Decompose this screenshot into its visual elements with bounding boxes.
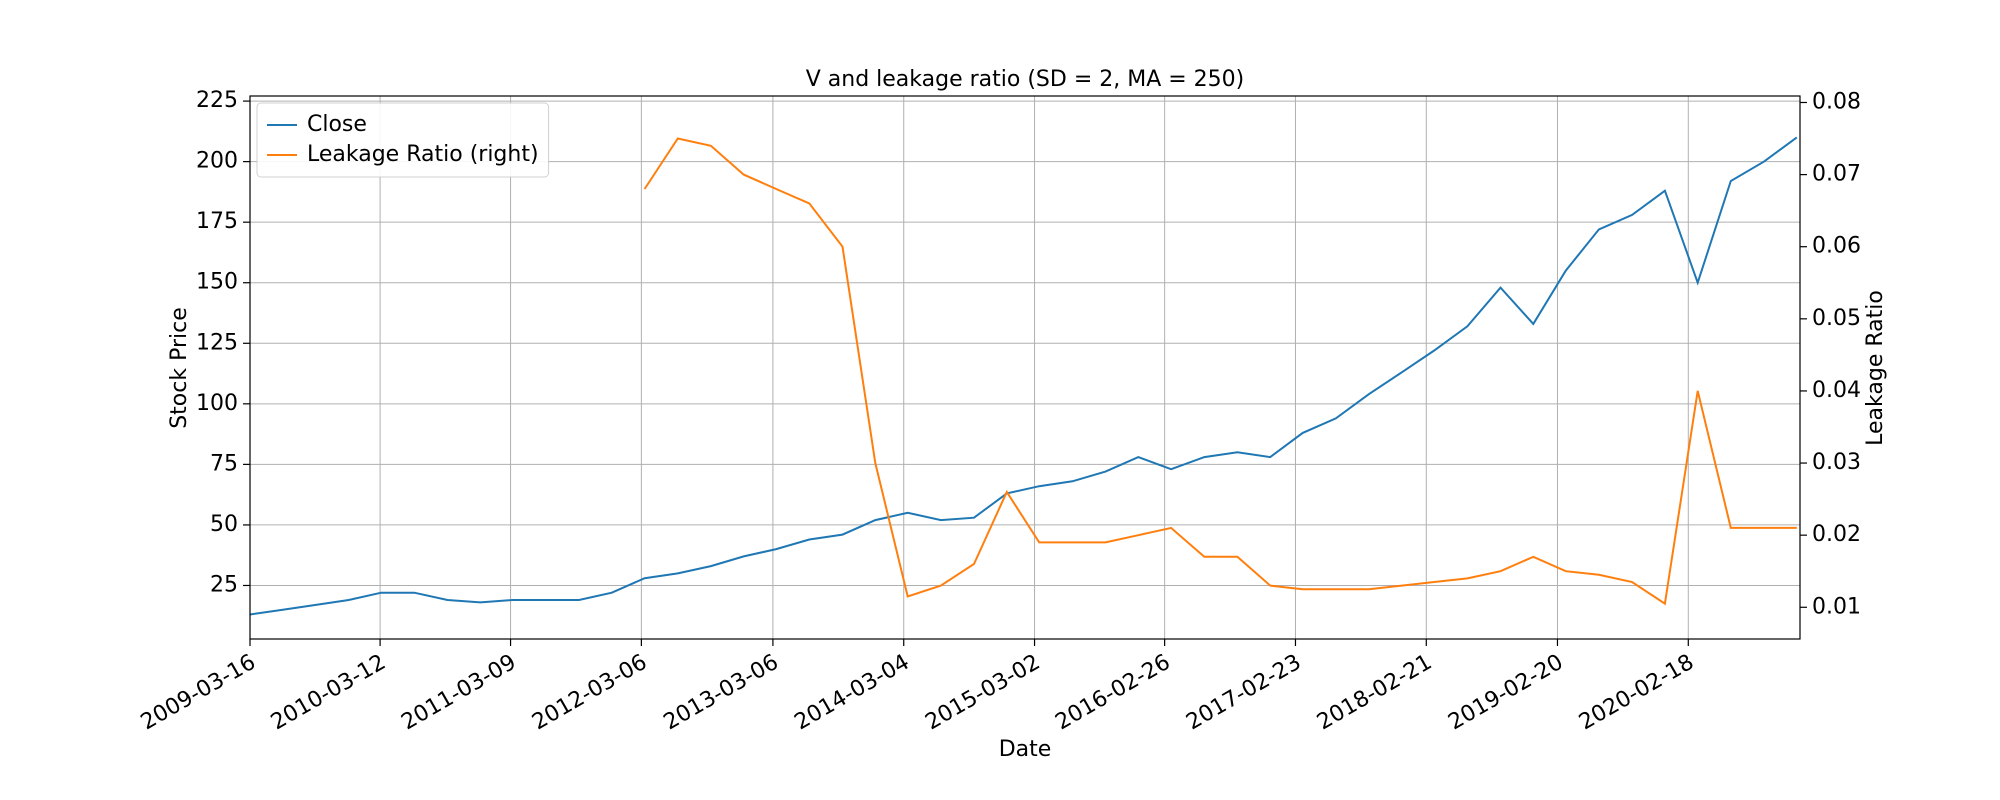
y-tick-label: 50 (210, 512, 238, 537)
y-tick-label: 25 (210, 572, 238, 597)
plot-frame (249, 95, 1801, 640)
y2-tick-label: 0.08 (1812, 89, 1861, 114)
x-tick-label: 2019-02-20 (1444, 650, 1567, 736)
legend-label: Close (307, 112, 367, 137)
x-tick-label: 2010-03-12 (267, 650, 390, 736)
series-line (643, 137, 1797, 606)
y2-tick-label: 0.05 (1812, 306, 1861, 331)
x-tick-label: 2018-02-21 (1313, 650, 1436, 736)
x-axis-label: Date (999, 737, 1052, 762)
chart-title: V and leakage ratio (SD = 2, MA = 250) (806, 67, 1245, 92)
y-axis-label: Stock Price (167, 307, 192, 429)
y-tick-label: 150 (196, 270, 238, 295)
y-tick-label: 125 (196, 330, 238, 355)
legend: Close Leakage Ratio (right) (256, 102, 550, 178)
x-tick-label: 2020-02-18 (1575, 650, 1698, 736)
y2-tick-label: 0.03 (1812, 450, 1861, 475)
x-tick-label: 2012-03-06 (528, 650, 651, 736)
y2-tick-label: 0.07 (1812, 162, 1861, 187)
y-tick-label: 100 (196, 391, 238, 416)
y2-tick-label: 0.02 (1812, 522, 1861, 547)
series-line (249, 136, 1798, 616)
y-tick-label: 75 (210, 451, 238, 476)
x-tick-label: 2011-03-09 (397, 650, 520, 736)
y2-axis-label: Leakage Ratio (1863, 290, 1888, 446)
y-tick-label: 175 (196, 209, 238, 234)
x-tick-label: 2014-03-04 (791, 650, 914, 736)
y-tick-label: 225 (196, 88, 238, 113)
y-tick-label: 200 (196, 149, 238, 174)
legend-label: Leakage Ratio (right) (307, 142, 539, 167)
x-tick-label: 2009-03-16 (137, 650, 260, 736)
x-tick-label: 2017-02-23 (1182, 650, 1305, 736)
x-tick-label: 2016-02-26 (1051, 650, 1174, 736)
x-tick-label: 2015-03-02 (921, 650, 1044, 736)
legend-box (256, 102, 550, 178)
y2-tick-label: 0.04 (1812, 378, 1861, 403)
x-tick-label: 2013-03-06 (660, 650, 783, 736)
y2-tick-label: 0.06 (1812, 234, 1861, 259)
y2-tick-label: 0.01 (1812, 594, 1861, 619)
